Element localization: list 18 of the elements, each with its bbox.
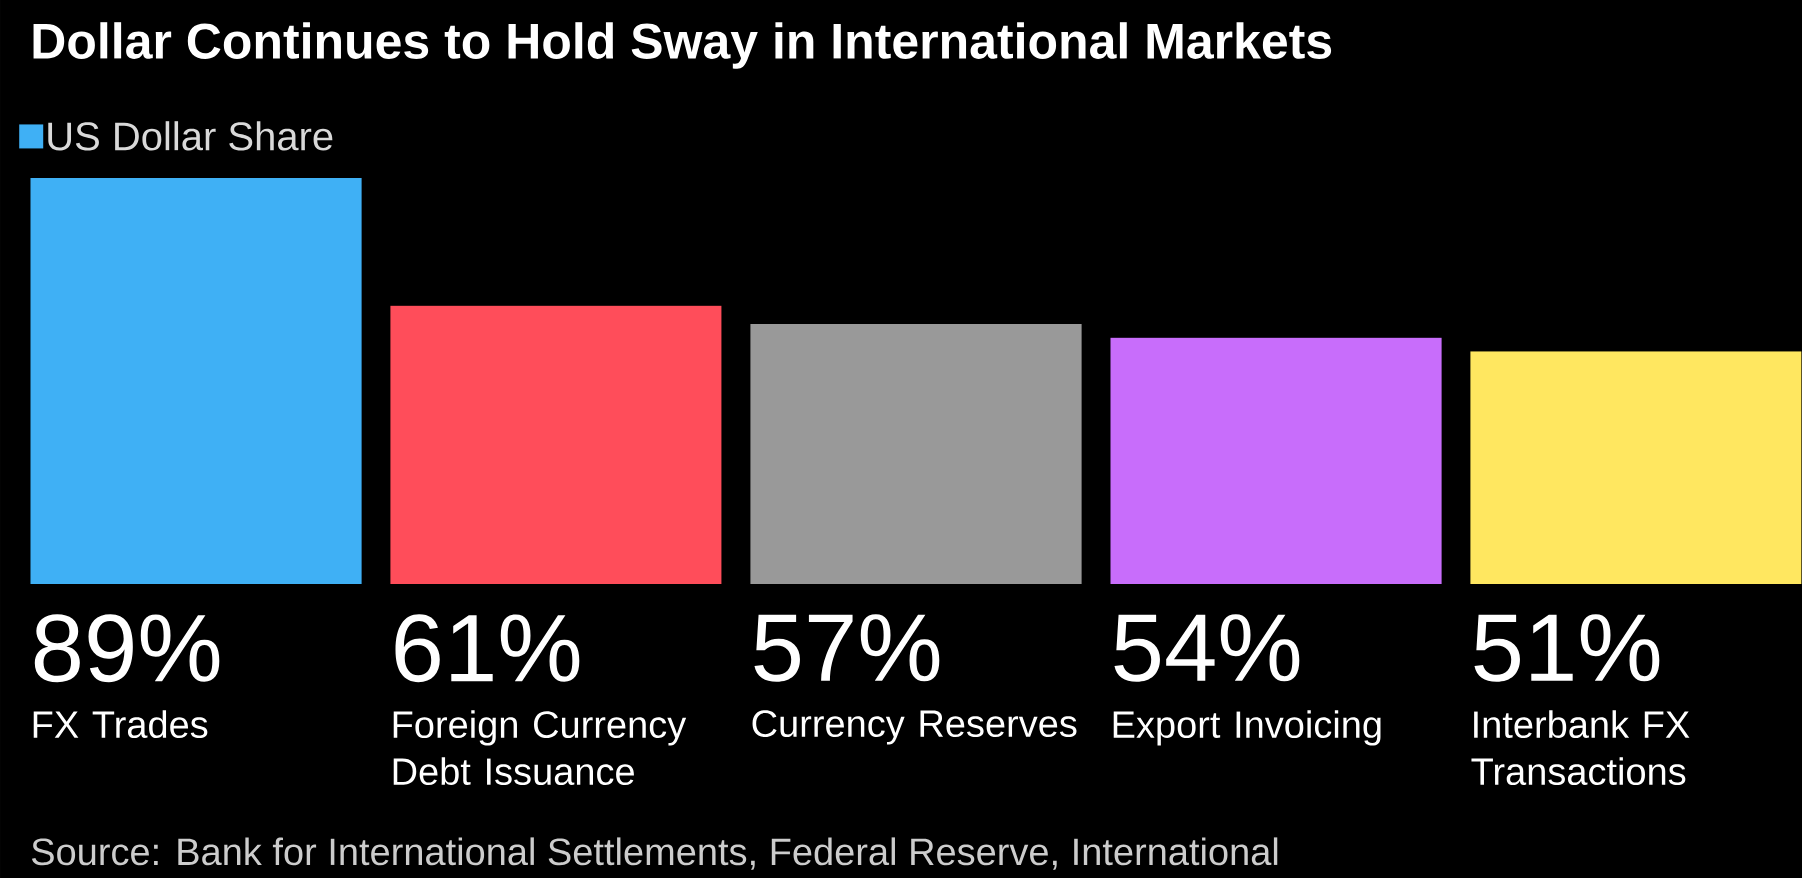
x-tick-label: Interbank FX Transactions	[1471, 710, 1690, 786]
bar	[1110, 337, 1442, 584]
data-label: 57%	[754, 614, 940, 682]
bar	[1470, 351, 1802, 584]
legend-label: US Dollar Share	[48, 121, 333, 151]
x-tick-label: Export Invoicing	[1113, 710, 1381, 746]
x-tick-label: Currency Reserves	[752, 710, 1077, 745]
data-label: 61%	[395, 614, 580, 683]
bar	[390, 305, 722, 584]
bar	[30, 177, 362, 584]
x-tick-label: Foreign Currency Debt Issuance	[393, 710, 687, 786]
data-label: 54%	[1114, 614, 1300, 682]
bar	[750, 323, 1082, 584]
source-note: Source: Bank for International Settlements, Federal Reserve, International	[31, 837, 1278, 870]
data-label: 51%	[1474, 614, 1660, 682]
x-tick-label: FX Trades	[33, 710, 208, 739]
data-label: 89%	[34, 614, 220, 683]
chart-title: Dollar Continues to Hold Sway in International Markets	[33, 22, 1332, 69]
